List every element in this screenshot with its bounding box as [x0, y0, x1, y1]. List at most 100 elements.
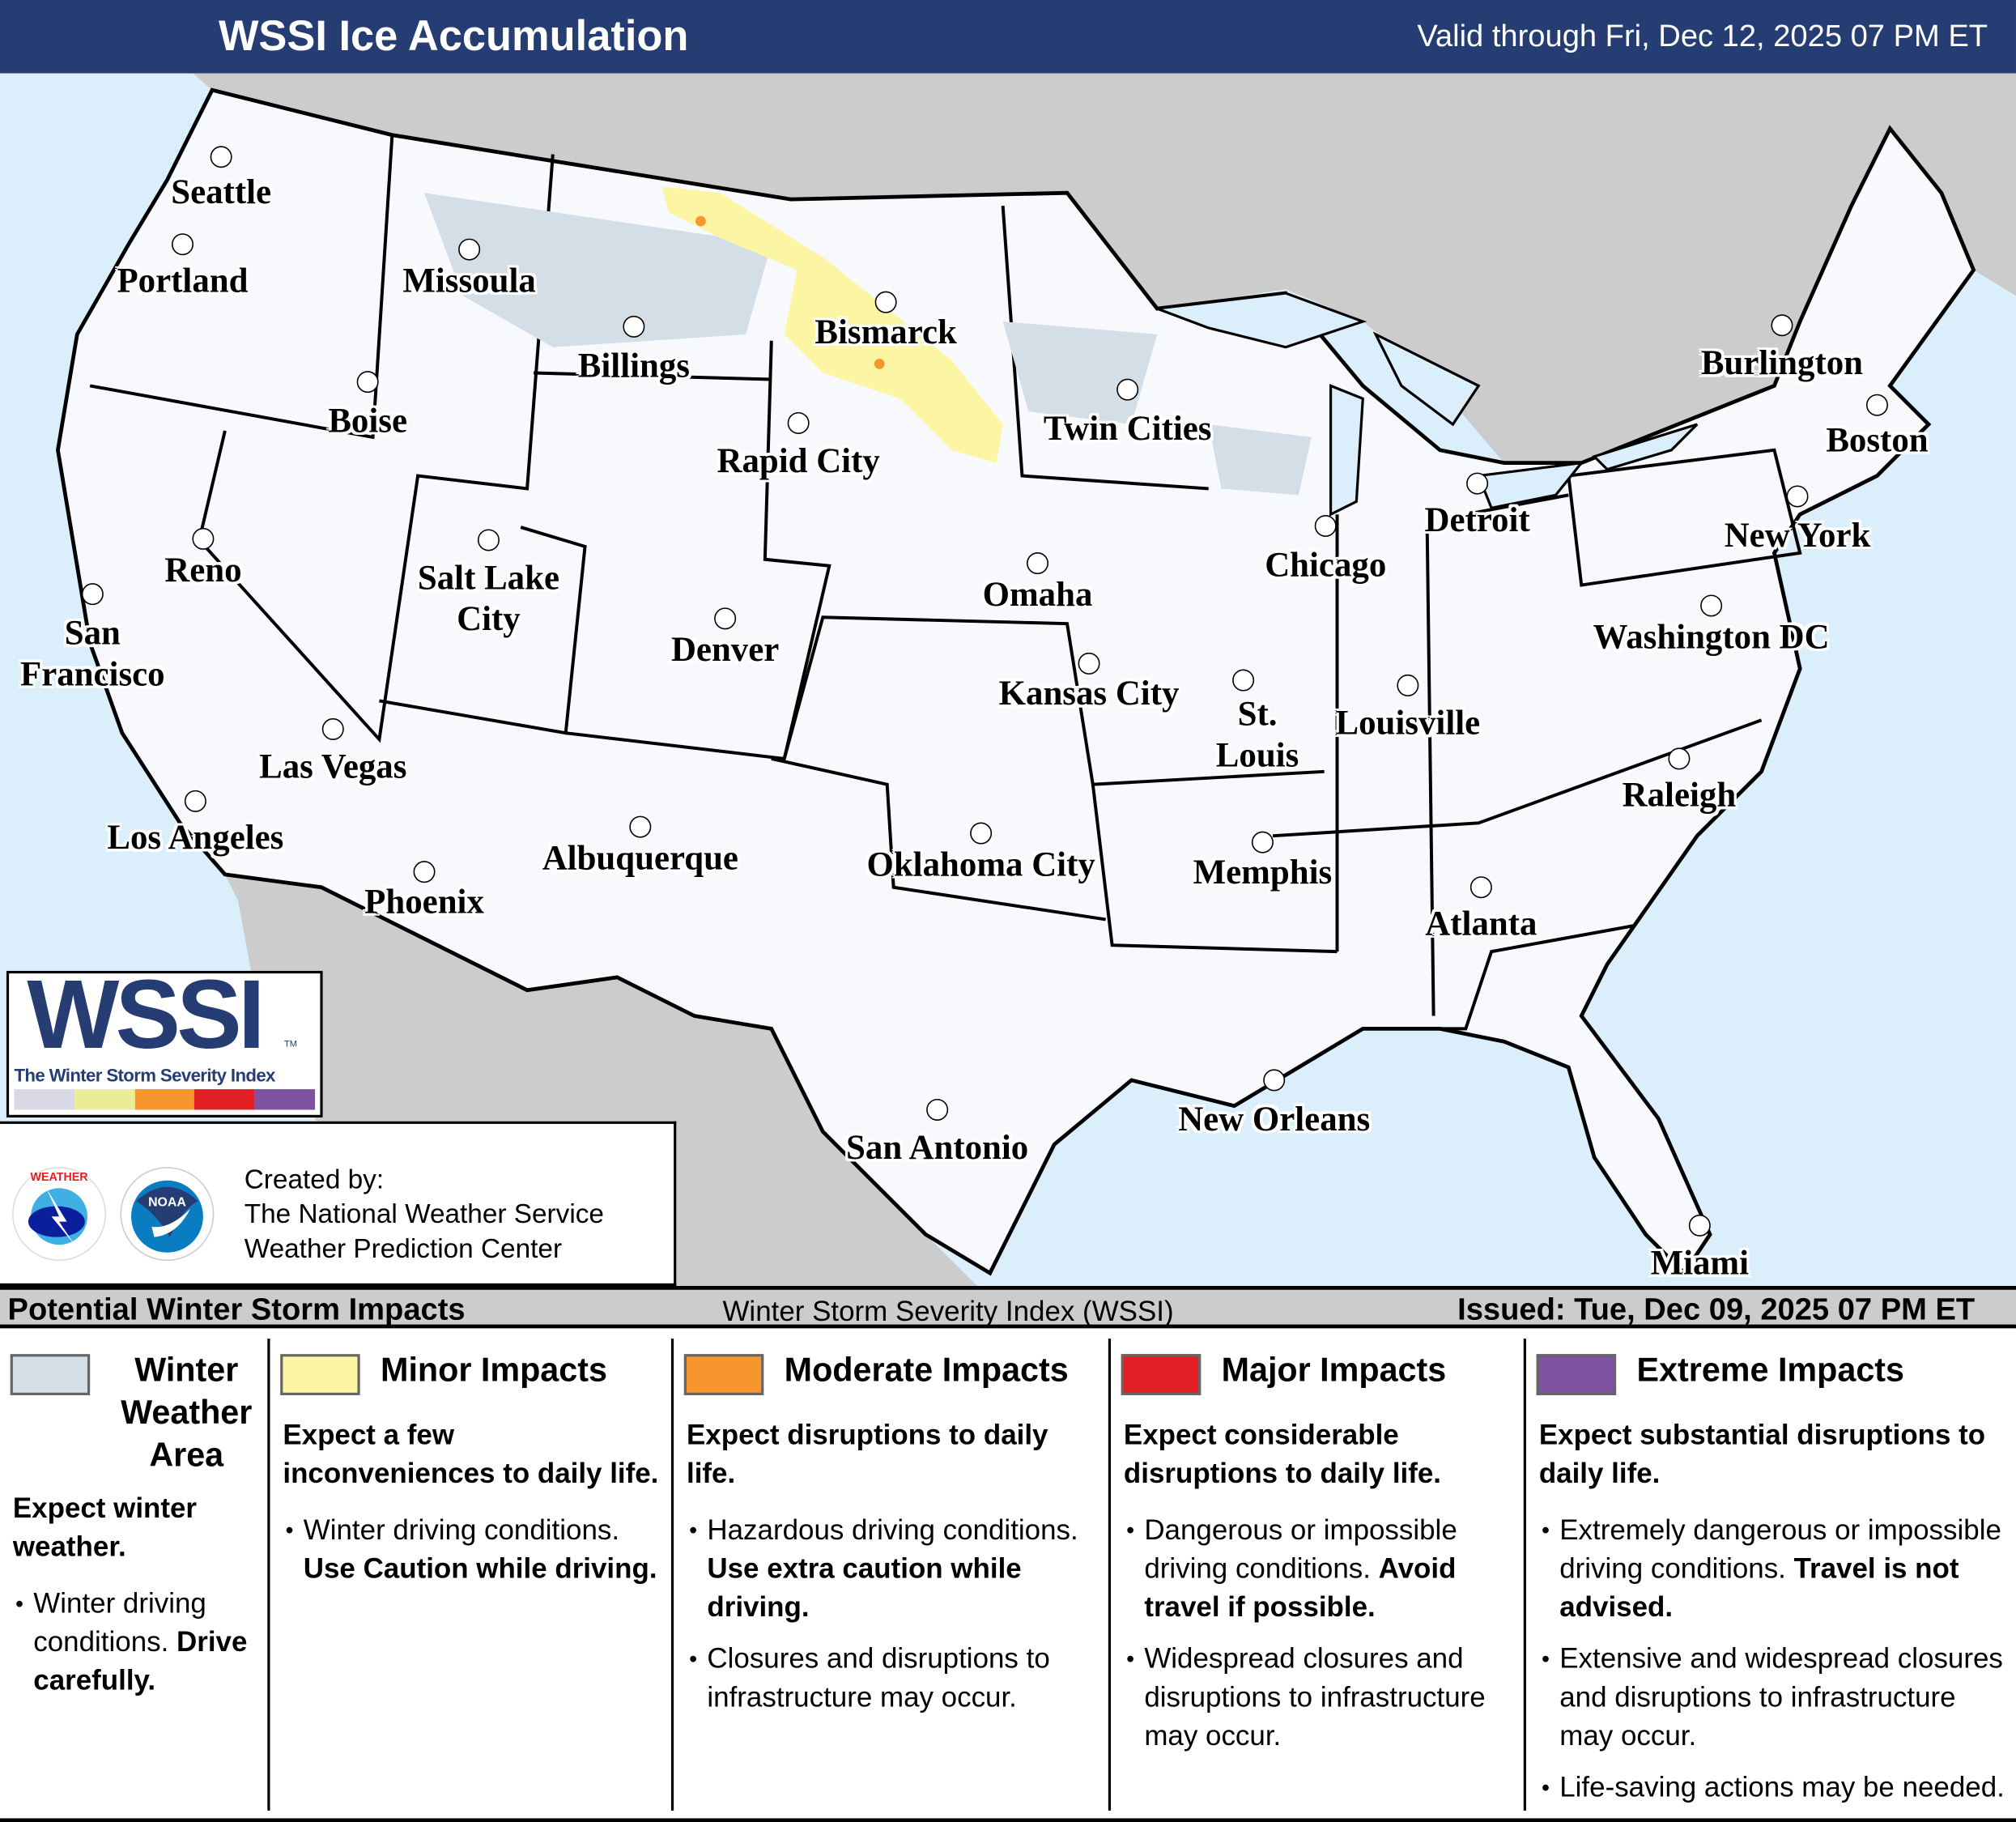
city-marker [1700, 594, 1723, 617]
city-label: Denver [670, 630, 780, 669]
city-marker [970, 822, 993, 845]
city-marker [1078, 652, 1100, 675]
wssi-logo: WSSI TM The Winter Storm Severity Index [6, 960, 323, 1117]
winter-weather-area [424, 193, 1312, 496]
city-marker [714, 607, 737, 630]
city-marker [1469, 876, 1492, 899]
credit-text: Created by: The National Weather Service… [245, 1163, 604, 1267]
city-label: Chicago [1265, 545, 1387, 584]
city-label: New Orleans [1178, 1099, 1371, 1139]
city-label: Seattle [171, 172, 272, 211]
city-marker [1116, 378, 1139, 401]
svg-text:NOAA: NOAA [148, 1196, 186, 1210]
logo-wordmark: WSSI [27, 960, 265, 1071]
city-label: Washington DC [1593, 617, 1830, 656]
legend-summary: Expect substantial disruptions to daily … [1538, 1418, 1986, 1489]
legend-summary: Expect a few inconveniences to daily lif… [283, 1418, 659, 1489]
city-marker [1251, 831, 1274, 854]
logo-subtitle: The Winter Storm Severity Index [14, 1064, 275, 1086]
map-title: WSSI Ice Accumulation [218, 11, 689, 60]
nws-logo-icon: WEATHER [12, 1167, 107, 1262]
city-label: New York [1724, 515, 1871, 555]
legend-swatch [280, 1354, 360, 1395]
legend-major: Major Impacts Expect considerable disrupt… [1108, 1339, 1524, 1811]
city-label: St. Louis [1215, 694, 1299, 774]
city-label: Phoenix [364, 882, 484, 922]
city-label: Albuquerque [542, 838, 738, 878]
city-label: Missoula [402, 261, 536, 300]
city-marker [874, 291, 897, 313]
city-marker [184, 790, 206, 812]
city-label: Bismarck [814, 312, 957, 351]
city-marker [1668, 747, 1691, 770]
city-marker [926, 1098, 949, 1121]
city-marker [1232, 669, 1255, 692]
legend-bullet: Dangerous or impossible driving conditio… [1126, 1511, 1518, 1627]
city-marker [1865, 394, 1888, 416]
city-marker [1466, 472, 1489, 495]
city-label: Las Vegas [259, 747, 407, 786]
legend-title: Major Impacts [1221, 1350, 1447, 1390]
legend-bullet: Winter driving conditions. Use Caution w… [286, 1511, 666, 1588]
city-label: Atlanta [1425, 904, 1538, 943]
moderate-impacts-spots [695, 215, 885, 369]
city-marker [1027, 552, 1049, 575]
city-marker [1263, 1069, 1286, 1092]
city-marker [623, 315, 645, 338]
city-marker [1786, 485, 1809, 508]
map-canvas [0, 73, 2016, 1287]
map: Seattle Portland Missoula Billings Boise Bism… [0, 73, 2016, 1287]
legend-swatch [1121, 1354, 1202, 1395]
legend-bullet: Closures and disruptions to infrastructu… [689, 1640, 1103, 1717]
city-label: Portland [117, 261, 249, 300]
city-marker [787, 411, 810, 434]
city-label: Los Angeles [107, 817, 284, 857]
city-label: Memphis [1193, 852, 1333, 892]
city-label: Miami [1650, 1243, 1750, 1283]
city-marker [477, 529, 500, 551]
city-marker [413, 861, 436, 883]
legend-swatch [1536, 1354, 1617, 1395]
legend-swatch [10, 1354, 91, 1395]
city-label: Reno [164, 550, 242, 590]
minor-impacts-area [661, 186, 1003, 463]
city-label: Twin Cities [1043, 408, 1212, 448]
city-marker [1314, 514, 1337, 537]
city-label: San Francisco [20, 613, 165, 693]
city-label: San Antonio [846, 1127, 1029, 1167]
city-marker [321, 717, 344, 740]
city-label: Salt Lake City [417, 558, 560, 638]
city-label: Kansas City [998, 674, 1180, 713]
legend-winter-weather-area: Winter Weather Area Expect winter weather… [0, 1339, 267, 1811]
legend-summary: Expect disruptions to daily life. [686, 1418, 1048, 1489]
canada [193, 73, 2016, 463]
legend-bullet: Extensive and widespread closures and di… [1542, 1640, 2010, 1756]
header: WSSI Ice Accumulation Valid through Fri,… [0, 0, 2016, 76]
legend-title: Extreme Impacts [1636, 1350, 1905, 1390]
city-marker [356, 371, 379, 394]
great-lakes [1156, 292, 1699, 517]
credit-box: WEATHER NOAA Created by: The National We… [0, 1121, 677, 1286]
logo-tm: TM [283, 1040, 298, 1049]
valid-time: Valid through Fri, Dec 12, 2025 07 PM ET [1417, 19, 1988, 54]
city-label: Boston [1826, 420, 1929, 459]
legend-moderate: Moderate Impacts Expect disruptions to da… [670, 1339, 1108, 1811]
legend-title: Minor Impacts [381, 1350, 607, 1390]
city-label: Boise [328, 401, 408, 441]
city-marker [1771, 314, 1793, 337]
legend-bullet: Life-saving actions may be needed. [1542, 1769, 2010, 1807]
credit-line-2: The National Weather Service [244, 1199, 604, 1230]
city-marker [458, 238, 481, 261]
legend-bullet: Extremely dangerous or impossible drivin… [1542, 1511, 2010, 1627]
city-label: Omaha [982, 574, 1093, 614]
svg-text:WEATHER: WEATHER [30, 1171, 88, 1184]
impacts-heading: Potential Winter Storm Impacts [7, 1292, 466, 1327]
logo-color-bar [14, 1089, 316, 1110]
legend-extreme: Extreme Impacts Expect substantial disrup… [1523, 1339, 2016, 1811]
legend-bullet: Winter driving conditions. Drive careful… [15, 1584, 262, 1700]
city-label: Burlington [1700, 343, 1864, 382]
issued-time: Issued: Tue, Dec 09, 2025 07 PM ET [1457, 1292, 1976, 1327]
city-label: Billings [577, 346, 690, 385]
legend-title: Winter Weather Area [121, 1350, 253, 1474]
